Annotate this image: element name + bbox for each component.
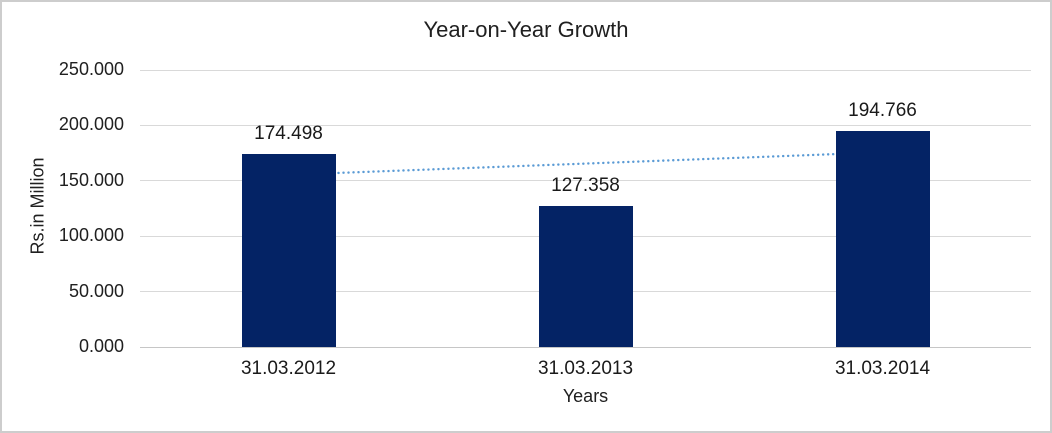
gridline [140,180,1031,182]
x-axis-line [140,346,1031,348]
x-axis-title: Years [562,386,609,406]
data-label: 194.766 [848,100,917,122]
y-tick-label: 50.000 [68,280,124,301]
x-tick-label: 31.03.2013 [537,358,634,379]
y-tick-label: 150.000 [58,169,124,190]
chart-title: Year-on-Year Growth [423,17,629,42]
trendline-path [287,151,884,177]
bar [538,205,633,347]
y-tick-label: 100.000 [58,225,124,246]
bar [241,153,336,347]
y-axis-ticks: 0.000 50.000 100.000 150.000 200.000 250.000 [2,59,124,356]
plot-area: 174.498 127.358 194.766 [140,69,1031,348]
data-label: 127.358 [551,174,620,196]
bar [835,131,930,347]
gridline [140,69,1031,71]
gridline [140,124,1031,126]
y-tick-label: 250.000 [58,59,124,79]
y-tick-label: 200.000 [58,114,124,135]
x-tick-label: 31.03.2012 [240,358,337,379]
y-tick-label: 0.000 [78,336,124,356]
data-label: 174.498 [254,122,323,144]
x-tick-label: 31.03.2014 [834,358,931,379]
